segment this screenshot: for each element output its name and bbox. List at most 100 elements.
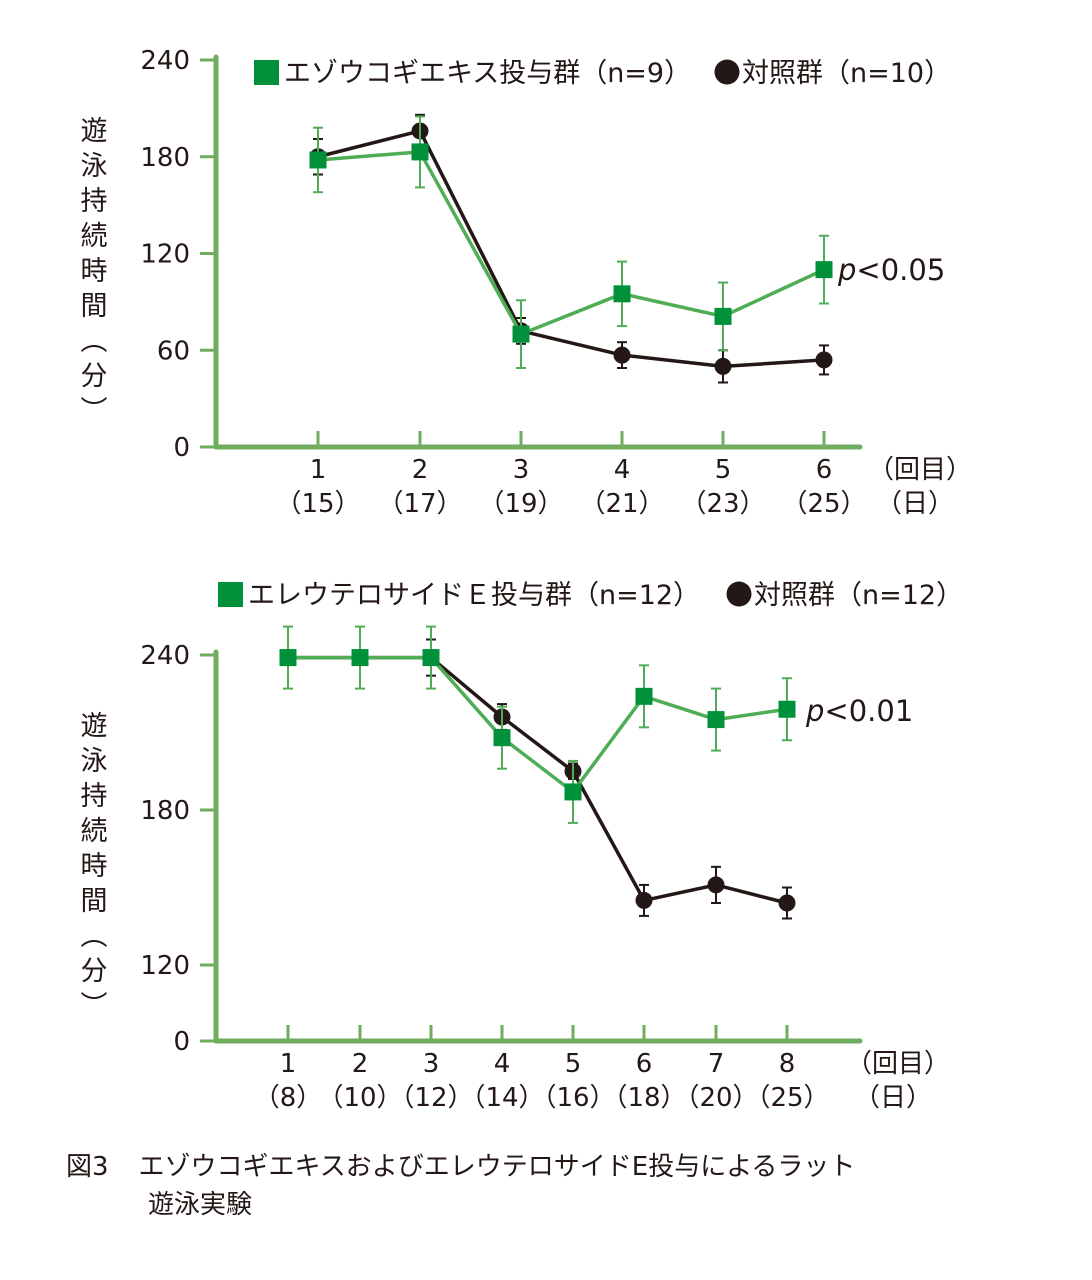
data-point-treatment (613, 285, 631, 303)
y-tick-label: 0 (173, 1027, 190, 1057)
x-tick-label: 2 (352, 1049, 369, 1079)
series-treatment (279, 625, 796, 824)
caption-label: 図3 (66, 1152, 109, 1182)
legend-label-treatment: エゾウコギエキス投与群（n=9） (284, 58, 691, 89)
y-tick-label: 240 (140, 641, 190, 671)
x-day-label: （21） (579, 489, 664, 519)
x-day-label: （18） (601, 1083, 686, 1113)
data-point-control (613, 346, 631, 364)
x-tick-label: 5 (565, 1049, 582, 1079)
x-day-label: （25） (744, 1083, 829, 1113)
y-axis-label-char: 泳 (81, 746, 108, 777)
data-point-control (635, 891, 653, 909)
x-tick-label: 4 (494, 1049, 511, 1079)
p-value-annotation: p<0.01 (805, 694, 913, 728)
y-tick-label: 240 (140, 46, 190, 76)
x-tick-label: 4 (614, 455, 631, 485)
series-line (288, 655, 788, 794)
y-tick-label: 120 (140, 951, 190, 981)
x-tick-label: 3 (423, 1049, 440, 1079)
data-point-treatment (564, 783, 582, 801)
series-line (317, 150, 825, 336)
x-day-label: （14） (459, 1083, 544, 1113)
x-day-label: （10） (317, 1083, 402, 1113)
x-tick-label: 7 (708, 1049, 725, 1079)
y-axis-label-char: 分 (81, 361, 108, 392)
legend: エレウテロサイドＥ投与群（n=12） 対照群（n=12） (218, 580, 963, 611)
y-axis-label-char: 続 (81, 221, 108, 252)
data-point-control (778, 894, 796, 912)
data-point-treatment (815, 261, 833, 279)
legend-label-control: 対照群（n=10） (742, 58, 951, 89)
legend-label-control: 対照群（n=12） (754, 580, 963, 611)
x-tick-label: 1 (280, 1049, 297, 1079)
series-control (279, 638, 796, 920)
x-tick-label: 2 (412, 455, 429, 485)
data-point-treatment (411, 143, 429, 161)
x-day-label: （20） (673, 1083, 758, 1113)
legend-label-treatment: エレウテロサイドＥ投与群（n=12） (248, 580, 700, 611)
y-axis-label-char: ︶ (81, 396, 108, 427)
series-line (317, 129, 825, 369)
legend-square-icon (218, 582, 243, 607)
y-tick-label: 0 (173, 433, 190, 463)
y-axis-label-char: 持 (81, 186, 108, 217)
legend-circle-icon (726, 581, 752, 607)
y-axis-label-char: 分 (81, 956, 108, 987)
y-axis-label-char: ︵ (81, 326, 108, 357)
x-tick-label: 3 (513, 455, 530, 485)
y-axis-label-char: 泳 (81, 151, 108, 182)
data-point-treatment (309, 151, 327, 169)
y-tick-label: 180 (140, 143, 190, 173)
caption-line2: 遊泳実験 (148, 1190, 253, 1220)
legend-square-icon (254, 60, 279, 85)
figure-caption: 図3 エゾウコギエキスおよびエレウテロサイドE投与によるラット 遊泳実験 (66, 1148, 855, 1224)
data-point-control (707, 876, 725, 894)
data-point-treatment (635, 687, 653, 705)
x-day-label: （8） (254, 1083, 323, 1113)
data-point-treatment (279, 649, 297, 667)
p-symbol: p (837, 253, 856, 287)
p-threshold: <0.01 (824, 694, 913, 728)
y-tick-label: 180 (140, 796, 190, 826)
p-threshold: <0.05 (856, 253, 945, 287)
x-day-label: （16） (530, 1083, 615, 1113)
y-axis-label-char: 遊 (81, 711, 108, 742)
data-point-treatment (707, 711, 725, 729)
legend-circle-icon (714, 59, 740, 85)
x-tick-label: 6 (636, 1049, 653, 1079)
x-day-label: （15） (275, 489, 360, 519)
series-treatment (309, 115, 833, 369)
x-day-label: （17） (377, 489, 462, 519)
y-axis-label-char: 時 (81, 256, 108, 287)
x-tick-label: 8 (779, 1049, 796, 1079)
x-axis-day-unit-label: （日） (876, 489, 954, 519)
p-value-annotation: p<0.05 (837, 253, 945, 287)
y-tick-label: 120 (140, 240, 190, 270)
x-day-label: （12） (388, 1083, 473, 1113)
legend: エゾウコギエキス投与群（n=9） 対照群（n=10） (254, 58, 951, 89)
data-point-treatment (778, 700, 796, 718)
p-symbol: p (805, 694, 824, 728)
data-point-control (815, 351, 833, 369)
data-point-treatment (351, 649, 369, 667)
x-day-label: （25） (781, 489, 866, 519)
x-axis-unit-label: （回目） (846, 1049, 950, 1079)
x-axis-day-unit-label: （日） (854, 1083, 932, 1113)
data-point-treatment (493, 729, 511, 747)
x-tick-label: 1 (310, 455, 327, 485)
y-axis-label-char: 時 (81, 851, 108, 882)
y-axis-label-char: 続 (81, 816, 108, 847)
data-point-treatment (714, 307, 732, 325)
data-point-treatment (422, 649, 440, 667)
x-tick-label: 5 (715, 455, 732, 485)
y-axis-label-char: ︶ (81, 991, 108, 1022)
caption-line1: エゾウコギエキスおよびエレウテロサイドE投与によるラット (138, 1152, 856, 1182)
data-point-control (714, 357, 732, 375)
y-tick-label: 60 (157, 336, 190, 366)
